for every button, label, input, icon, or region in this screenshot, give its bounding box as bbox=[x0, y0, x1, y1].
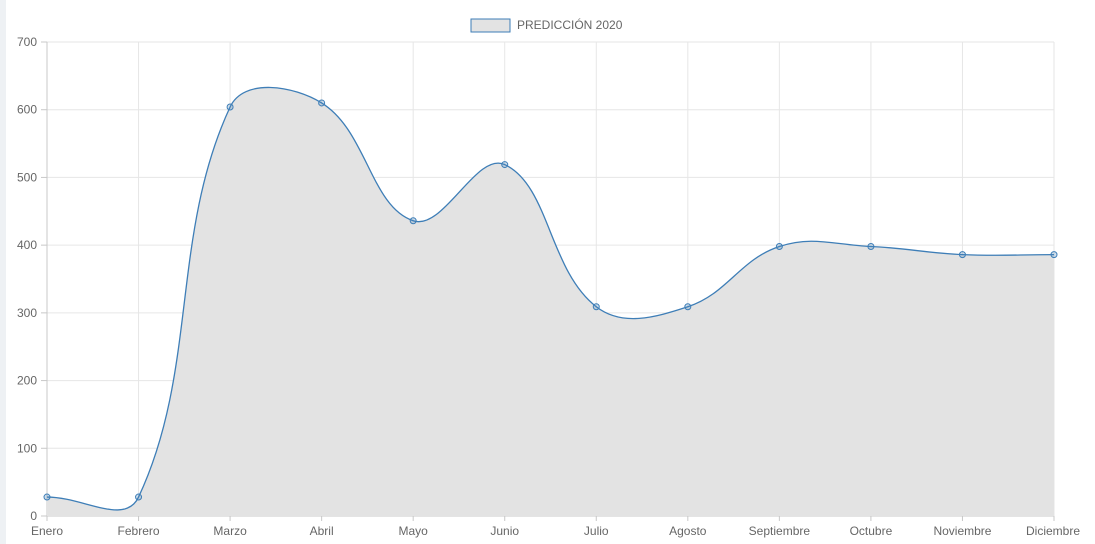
y-tick-label: 400 bbox=[17, 238, 37, 252]
data-point-septiembre[interactable] bbox=[775, 242, 783, 250]
y-axis-ticks: 0 100 200 300 400 500 600 700 bbox=[17, 35, 37, 523]
data-point-abril[interactable] bbox=[318, 99, 326, 107]
x-tick-label: Diciembre bbox=[1026, 524, 1080, 538]
y-tick-label: 700 bbox=[17, 35, 37, 49]
x-tick-label: Junio bbox=[490, 524, 519, 538]
data-point-febrero[interactable] bbox=[135, 493, 143, 501]
x-tick-label: Febrero bbox=[118, 524, 160, 538]
data-point-julio[interactable] bbox=[592, 303, 600, 311]
x-tick-label: Marzo bbox=[213, 524, 247, 538]
x-tick-label: Abril bbox=[310, 524, 334, 538]
x-tick-label: Octubre bbox=[850, 524, 893, 538]
legend-label[interactable]: PREDICCIÓN 2020 bbox=[517, 17, 623, 32]
x-tick-label: Mayo bbox=[399, 524, 429, 538]
series-area-fill bbox=[47, 87, 1054, 516]
data-point-diciembre[interactable] bbox=[1050, 251, 1058, 259]
data-point-marzo[interactable] bbox=[226, 103, 234, 111]
series-line bbox=[46, 86, 1055, 511]
y-tick-label: 300 bbox=[17, 306, 37, 320]
legend[interactable]: PREDICCIÓN 2020 bbox=[470, 17, 623, 33]
x-tick-label: Noviembre bbox=[933, 524, 991, 538]
data-point-noviembre[interactable] bbox=[958, 251, 966, 259]
plot-area bbox=[46, 86, 1055, 516]
data-point-mayo[interactable] bbox=[409, 217, 417, 225]
x-tick-label: Enero bbox=[31, 524, 63, 538]
x-tick-label: Septiembre bbox=[749, 524, 811, 538]
left-border-strip bbox=[0, 0, 6, 544]
data-point-junio[interactable] bbox=[501, 161, 509, 169]
x-tick-label: Julio bbox=[584, 524, 609, 538]
data-point-enero[interactable] bbox=[43, 493, 51, 501]
data-point-octubre[interactable] bbox=[867, 242, 875, 250]
data-point-agosto[interactable] bbox=[684, 303, 692, 311]
y-tick-label: 0 bbox=[30, 509, 37, 523]
legend-swatch[interactable] bbox=[470, 18, 511, 33]
y-tick-label: 600 bbox=[17, 103, 37, 117]
x-axis-ticks: Enero Febrero Marzo Abril Mayo Junio Julio Agos… bbox=[31, 524, 1080, 538]
y-tick-label: 200 bbox=[17, 374, 37, 388]
x-tick-label: Agosto bbox=[669, 524, 707, 538]
y-tick-label: 500 bbox=[17, 170, 37, 184]
data-points bbox=[43, 99, 1058, 501]
y-tick-label: 100 bbox=[17, 441, 37, 455]
